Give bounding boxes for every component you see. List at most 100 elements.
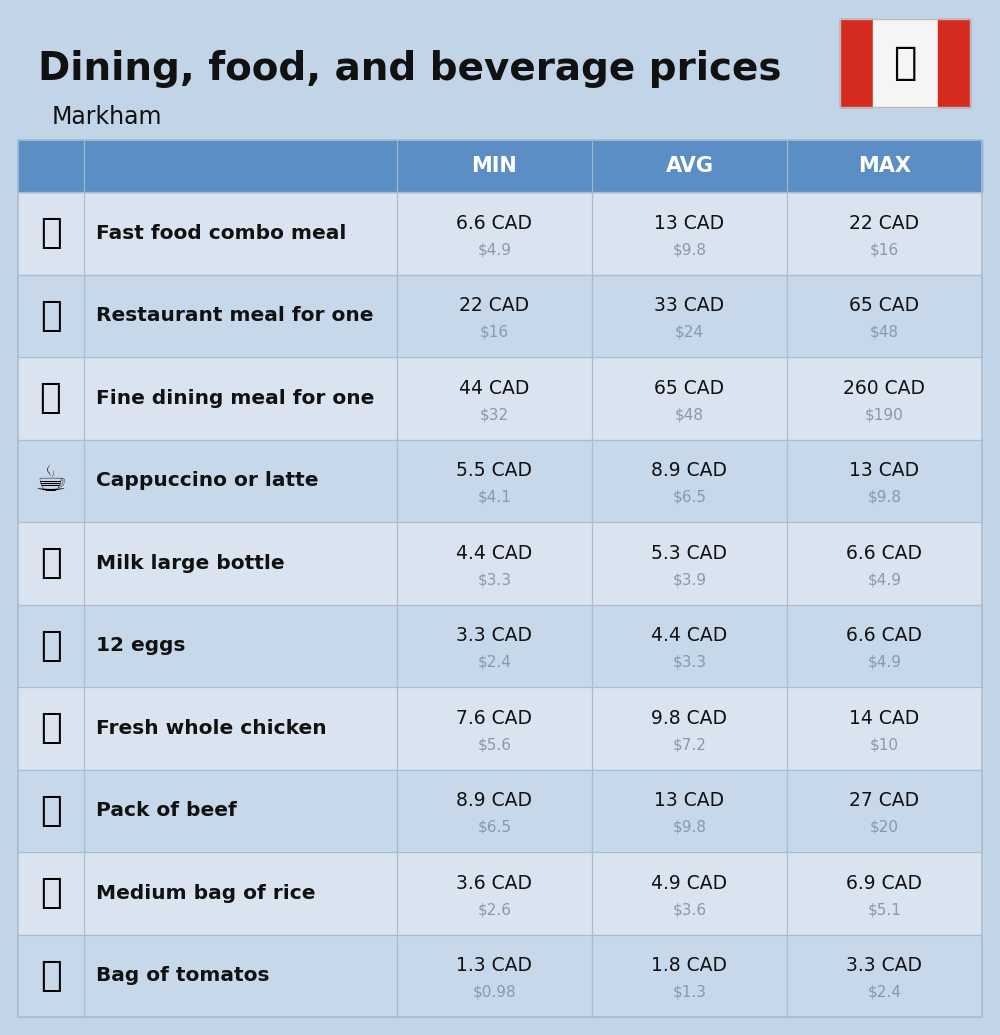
Text: 6.6 CAD: 6.6 CAD — [846, 626, 922, 646]
Text: $16: $16 — [480, 325, 509, 339]
Text: $5.6: $5.6 — [477, 737, 511, 752]
Text: $190: $190 — [865, 407, 904, 422]
Text: $0.98: $0.98 — [473, 984, 516, 1000]
Text: ☕: ☕ — [35, 464, 67, 498]
Text: 8.9 CAD: 8.9 CAD — [456, 792, 532, 810]
Text: Markham: Markham — [52, 105, 162, 129]
Text: 65 CAD: 65 CAD — [849, 296, 920, 316]
Text: Pack of beef: Pack of beef — [96, 801, 236, 821]
Text: 🥚: 🥚 — [40, 628, 62, 662]
Bar — [18, 140, 982, 193]
Bar — [18, 935, 982, 1017]
Text: $3.9: $3.9 — [672, 572, 706, 587]
Text: 🥩: 🥩 — [40, 794, 62, 828]
Text: Dining, food, and beverage prices: Dining, food, and beverage prices — [38, 50, 782, 88]
Text: 6.6 CAD: 6.6 CAD — [456, 214, 532, 233]
Text: $6.5: $6.5 — [672, 490, 706, 505]
Bar — [18, 687, 982, 769]
Text: 5.3 CAD: 5.3 CAD — [651, 543, 727, 563]
Text: $1.3: $1.3 — [672, 984, 706, 1000]
Text: 6.6 CAD: 6.6 CAD — [846, 543, 922, 563]
Text: $3.3: $3.3 — [672, 655, 706, 670]
Text: 🍔: 🍔 — [40, 216, 62, 250]
Text: 6.9 CAD: 6.9 CAD — [846, 874, 922, 893]
Text: $16: $16 — [870, 242, 899, 258]
Text: 14 CAD: 14 CAD — [849, 709, 920, 728]
Text: 4.9 CAD: 4.9 CAD — [651, 874, 727, 893]
Text: $4.9: $4.9 — [867, 572, 901, 587]
Text: Cappuccino or latte: Cappuccino or latte — [96, 471, 318, 491]
Bar — [18, 604, 982, 687]
Bar — [18, 357, 982, 440]
Text: 260 CAD: 260 CAD — [843, 379, 925, 397]
Text: MAX: MAX — [858, 156, 911, 176]
Text: 🥛: 🥛 — [40, 546, 62, 581]
Text: 1.8 CAD: 1.8 CAD — [651, 956, 727, 975]
Text: 33 CAD: 33 CAD — [654, 296, 724, 316]
Bar — [18, 440, 982, 522]
Text: $6.5: $6.5 — [477, 820, 511, 835]
Text: 13 CAD: 13 CAD — [654, 214, 724, 233]
Text: MIN: MIN — [472, 156, 517, 176]
Bar — [938, 19, 970, 107]
Bar — [18, 852, 982, 935]
Text: Fast food combo meal: Fast food combo meal — [96, 224, 346, 243]
Text: $4.9: $4.9 — [477, 242, 511, 258]
Bar — [872, 19, 938, 107]
Text: $32: $32 — [480, 407, 509, 422]
Text: 1.3 CAD: 1.3 CAD — [456, 956, 532, 975]
Text: 44 CAD: 44 CAD — [459, 379, 530, 397]
Text: 3.6 CAD: 3.6 CAD — [456, 874, 532, 893]
Bar — [18, 140, 982, 1017]
Text: 🍚: 🍚 — [40, 877, 62, 910]
Text: Medium bag of rice: Medium bag of rice — [96, 884, 315, 903]
Text: 9.8 CAD: 9.8 CAD — [651, 709, 727, 728]
Text: 22 CAD: 22 CAD — [849, 214, 920, 233]
Text: 🍳: 🍳 — [40, 299, 62, 332]
Text: 🍅: 🍅 — [40, 958, 62, 993]
Text: 13 CAD: 13 CAD — [849, 462, 920, 480]
Text: Fine dining meal for one: Fine dining meal for one — [96, 389, 374, 408]
Text: $9.8: $9.8 — [867, 490, 901, 505]
Text: $48: $48 — [870, 325, 899, 339]
Text: $7.2: $7.2 — [672, 737, 706, 752]
Text: $10: $10 — [870, 737, 899, 752]
Text: Fresh whole chicken: Fresh whole chicken — [96, 718, 326, 738]
Text: $3.6: $3.6 — [672, 903, 706, 917]
Text: 🍁: 🍁 — [893, 45, 917, 82]
Text: 8.9 CAD: 8.9 CAD — [651, 462, 727, 480]
Text: 🐔: 🐔 — [40, 711, 62, 745]
Text: $9.8: $9.8 — [672, 820, 706, 835]
Text: 5.5 CAD: 5.5 CAD — [456, 462, 532, 480]
Text: Milk large bottle: Milk large bottle — [96, 554, 284, 572]
Text: AVG: AVG — [665, 156, 713, 176]
Text: $4.9: $4.9 — [867, 655, 901, 670]
Bar — [840, 19, 970, 107]
Text: 3.3 CAD: 3.3 CAD — [846, 956, 922, 975]
Text: 🍽️: 🍽️ — [40, 381, 62, 415]
Bar — [18, 769, 982, 852]
Text: $9.8: $9.8 — [672, 242, 706, 258]
Text: Bag of tomatos: Bag of tomatos — [96, 967, 269, 985]
Text: $48: $48 — [675, 407, 704, 422]
Text: $24: $24 — [675, 325, 704, 339]
Bar — [18, 522, 982, 604]
Text: 13 CAD: 13 CAD — [654, 792, 724, 810]
Text: 4.4 CAD: 4.4 CAD — [651, 626, 728, 646]
Text: $2.4: $2.4 — [868, 984, 901, 1000]
Text: Restaurant meal for one: Restaurant meal for one — [96, 306, 373, 325]
Text: 12 eggs: 12 eggs — [96, 637, 185, 655]
Text: 65 CAD: 65 CAD — [654, 379, 724, 397]
Text: 22 CAD: 22 CAD — [459, 296, 529, 316]
Text: 7.6 CAD: 7.6 CAD — [456, 709, 532, 728]
Text: 3.3 CAD: 3.3 CAD — [456, 626, 532, 646]
Text: $2.4: $2.4 — [477, 655, 511, 670]
Bar — [18, 193, 982, 274]
Text: $2.6: $2.6 — [477, 903, 511, 917]
Text: $3.3: $3.3 — [477, 572, 511, 587]
Text: $5.1: $5.1 — [868, 903, 901, 917]
Text: 27 CAD: 27 CAD — [849, 792, 920, 810]
Bar — [18, 274, 982, 357]
Text: $4.1: $4.1 — [477, 490, 511, 505]
Text: $20: $20 — [870, 820, 899, 835]
